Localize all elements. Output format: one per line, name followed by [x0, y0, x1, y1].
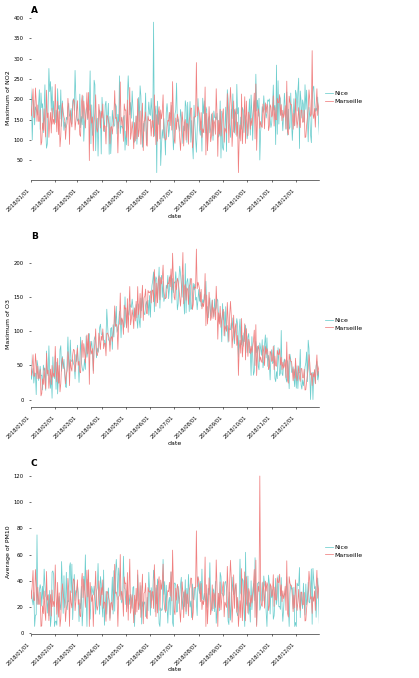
- Line: Marseille: Marseille: [31, 51, 319, 173]
- X-axis label: date: date: [168, 667, 182, 673]
- Line: Marseille: Marseille: [31, 249, 319, 396]
- Line: Nice: Nice: [31, 535, 319, 626]
- Y-axis label: Maximum of O3: Maximum of O3: [6, 299, 11, 349]
- Text: A: A: [31, 5, 38, 14]
- Line: Nice: Nice: [31, 264, 319, 399]
- Y-axis label: Average of PM10: Average of PM10: [6, 525, 11, 578]
- Text: C: C: [31, 460, 37, 468]
- Y-axis label: Maximum of NO2: Maximum of NO2: [6, 70, 11, 125]
- X-axis label: date: date: [168, 214, 182, 218]
- Text: B: B: [31, 233, 38, 241]
- Line: Marseille: Marseille: [31, 476, 319, 626]
- Legend: Nice, Marseille: Nice, Marseille: [325, 318, 363, 331]
- Line: Nice: Nice: [31, 22, 319, 173]
- Legend: Nice, Marseille: Nice, Marseille: [325, 545, 363, 557]
- Legend: Nice, Marseille: Nice, Marseille: [325, 91, 363, 104]
- X-axis label: date: date: [168, 441, 182, 445]
